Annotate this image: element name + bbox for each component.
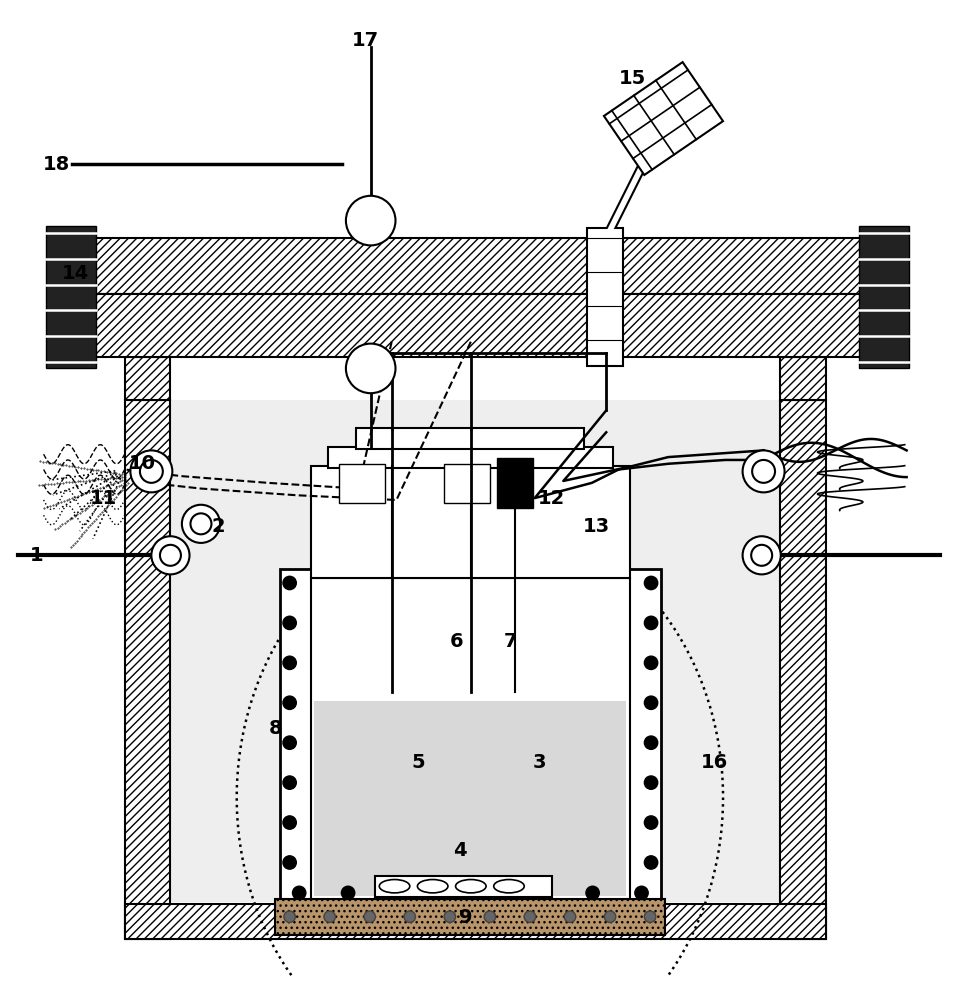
Bar (125, 357, 170, 400)
Circle shape (346, 196, 395, 245)
Text: 1: 1 (31, 546, 44, 565)
Text: 9: 9 (459, 908, 473, 927)
Circle shape (324, 911, 335, 922)
Text: 3: 3 (533, 753, 546, 772)
Circle shape (752, 545, 773, 566)
Circle shape (284, 911, 295, 922)
Circle shape (645, 656, 658, 670)
Circle shape (645, 816, 658, 829)
Circle shape (753, 460, 775, 483)
Circle shape (131, 450, 172, 492)
Circle shape (404, 911, 415, 922)
Circle shape (190, 513, 211, 534)
Bar (780, 400, 825, 939)
Bar (444, 464, 490, 503)
Circle shape (346, 344, 395, 393)
Circle shape (645, 696, 658, 709)
Text: 4: 4 (454, 841, 467, 860)
Ellipse shape (494, 880, 524, 893)
Circle shape (283, 736, 296, 749)
Circle shape (743, 450, 785, 492)
Circle shape (439, 886, 453, 900)
Text: 17: 17 (351, 31, 378, 50)
Text: 11: 11 (90, 489, 117, 508)
Circle shape (151, 536, 189, 574)
Text: 12: 12 (539, 489, 565, 508)
Circle shape (586, 886, 600, 900)
Text: 2: 2 (211, 517, 225, 536)
Bar (497, 458, 533, 508)
Ellipse shape (456, 880, 486, 893)
Circle shape (488, 886, 501, 900)
Bar (79, 294, 875, 357)
Text: 8: 8 (268, 719, 282, 738)
Circle shape (391, 886, 404, 900)
Bar (125, 904, 825, 939)
Circle shape (341, 886, 354, 900)
Bar (280, 569, 661, 902)
Circle shape (283, 856, 296, 869)
Bar (375, 876, 552, 897)
Circle shape (283, 576, 296, 590)
Circle shape (743, 536, 781, 574)
Circle shape (537, 886, 550, 900)
Bar (47, 226, 96, 368)
Bar (589, 238, 622, 357)
Bar (79, 238, 875, 294)
Bar (587, 228, 624, 366)
Circle shape (484, 911, 496, 922)
Ellipse shape (379, 880, 410, 893)
Bar (310, 466, 630, 578)
Text: 7: 7 (504, 632, 518, 651)
Circle shape (444, 911, 456, 922)
Bar (328, 447, 613, 468)
Bar (780, 357, 825, 400)
Text: 14: 14 (61, 264, 89, 283)
Circle shape (364, 911, 375, 922)
Circle shape (645, 576, 658, 590)
Circle shape (283, 656, 296, 670)
Text: 6: 6 (450, 632, 463, 651)
Circle shape (283, 616, 296, 630)
Circle shape (159, 545, 180, 566)
Circle shape (645, 856, 658, 869)
Circle shape (645, 616, 658, 630)
Circle shape (564, 911, 576, 922)
Circle shape (645, 776, 658, 789)
Bar (859, 226, 908, 368)
Bar (125, 400, 170, 939)
Circle shape (292, 886, 306, 900)
Bar (310, 578, 630, 902)
Text: 10: 10 (128, 454, 156, 473)
Circle shape (524, 911, 536, 922)
Text: 5: 5 (412, 753, 425, 772)
Circle shape (645, 911, 656, 922)
Text: 15: 15 (618, 69, 646, 88)
Circle shape (645, 736, 658, 749)
Circle shape (283, 816, 296, 829)
Bar (356, 428, 584, 449)
Bar (170, 400, 780, 902)
Text: 16: 16 (700, 753, 728, 772)
Ellipse shape (417, 880, 448, 893)
Circle shape (140, 460, 162, 483)
Text: 13: 13 (584, 517, 610, 536)
Bar (314, 701, 626, 896)
Circle shape (635, 886, 648, 900)
Bar (275, 899, 666, 935)
Circle shape (283, 776, 296, 789)
Text: 18: 18 (42, 155, 70, 174)
Circle shape (605, 911, 616, 922)
Polygon shape (604, 62, 723, 175)
Bar (339, 464, 385, 503)
Circle shape (283, 696, 296, 709)
Circle shape (181, 505, 220, 543)
